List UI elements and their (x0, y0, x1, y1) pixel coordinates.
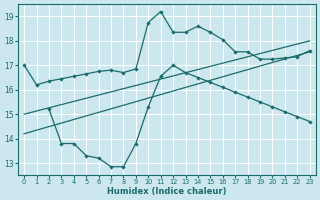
X-axis label: Humidex (Indice chaleur): Humidex (Indice chaleur) (107, 187, 227, 196)
